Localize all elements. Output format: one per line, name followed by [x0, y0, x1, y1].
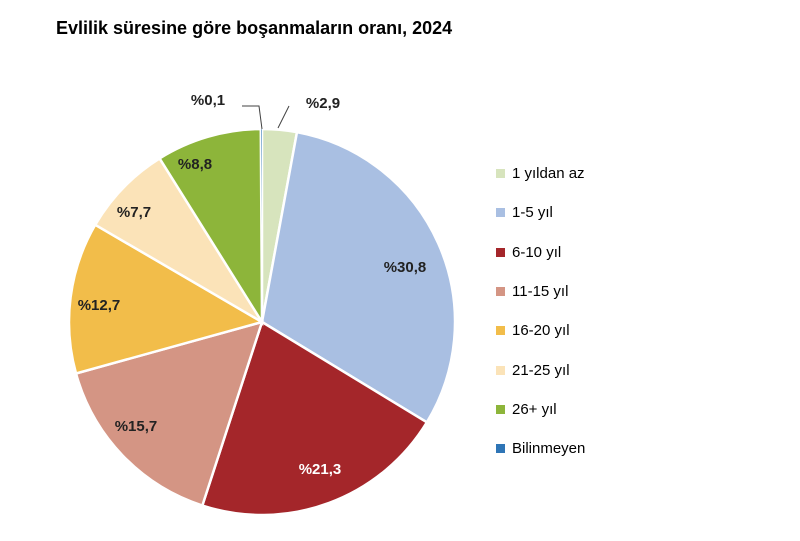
legend-label: 11-15 yıl [512, 283, 569, 301]
data-label: %15,7 [115, 418, 158, 435]
legend-label: 16-20 yıl [512, 322, 570, 340]
legend-label: 21-25 yıl [512, 361, 570, 379]
legend-swatch [496, 208, 505, 218]
pie-slice [157, 127, 264, 327]
legend: 1 yıldan az 1-5 yıl 6-10 yıl 11-15 yıl 1… [496, 154, 585, 468]
legend-label: 1-5 yıl [512, 204, 553, 222]
data-label: %12,7 [78, 297, 121, 314]
legend-item: 1 yıldan az [496, 154, 585, 193]
pie-slice [74, 320, 264, 508]
legend-label: Bilinmeyen [512, 440, 586, 458]
data-label: %2,9 [306, 95, 340, 112]
legend-item: 1-5 yıl [496, 193, 585, 232]
legend-item: Bilinmeyen [496, 429, 585, 468]
legend-label: 26+ yıl [512, 400, 557, 418]
data-label: %0,1 [191, 92, 225, 109]
legend-item: 26+ yıl [496, 390, 585, 429]
data-label: %21,3 [299, 461, 342, 478]
leader-line [277, 105, 290, 129]
legend-swatch [496, 365, 505, 375]
data-label: %30,8 [384, 259, 427, 276]
pie-slice [200, 320, 429, 517]
legend-item: 6-10 yıl [496, 233, 585, 272]
legend-swatch [496, 287, 505, 297]
legend-swatch [496, 404, 505, 414]
legend-label: 6-10 yıl [512, 243, 562, 261]
leader-line [242, 105, 263, 130]
legend-swatch [496, 326, 505, 336]
legend-item: 21-25 yıl [496, 350, 585, 389]
data-label: %8,8 [178, 156, 212, 173]
chart-title: Evlilik süresine göre boşanmaların oranı… [56, 18, 453, 38]
legend-label: 1 yıldan az [512, 165, 585, 183]
legend-item: 11-15 yıl [496, 272, 585, 311]
legend-swatch [496, 169, 505, 179]
legend-swatch [496, 247, 505, 257]
legend-swatch [496, 444, 505, 454]
pie-slice [260, 130, 457, 425]
data-label: %7,7 [117, 204, 151, 221]
pie-slice [93, 156, 264, 324]
pie-slice [67, 223, 266, 376]
legend-item: 16-20 yıl [496, 311, 585, 350]
